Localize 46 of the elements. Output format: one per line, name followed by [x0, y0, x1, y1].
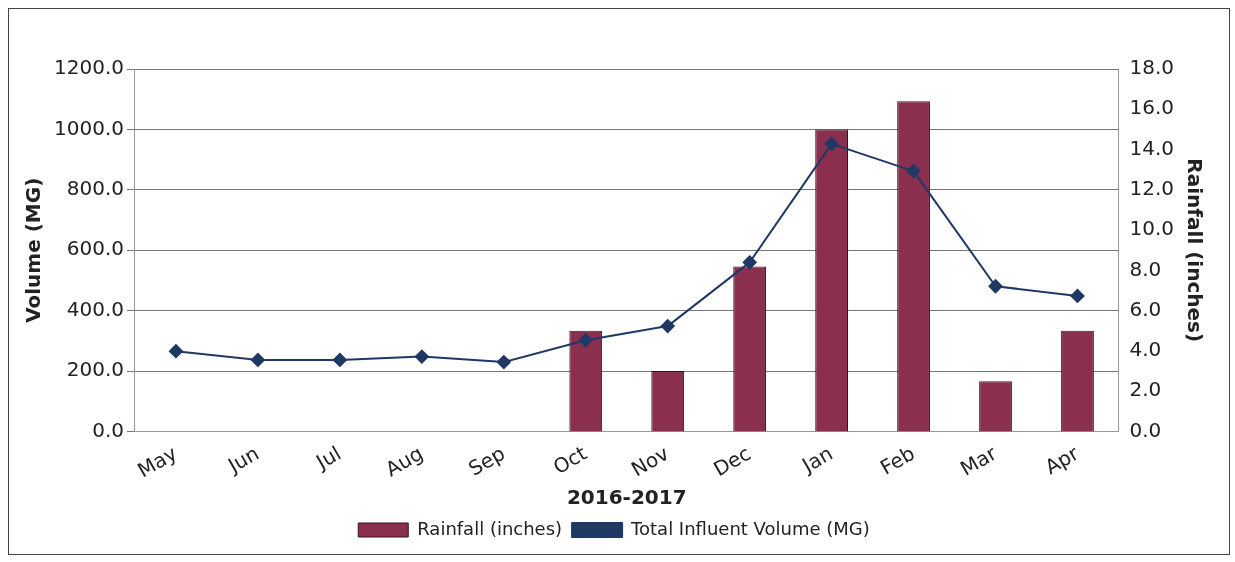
- y-tick-label: 800.0: [66, 176, 124, 201]
- x-tick-label: Apr: [1040, 440, 1084, 480]
- y-axis-title: Volume (MG): [21, 177, 46, 323]
- x-tick-label: Feb: [876, 440, 919, 480]
- y-tick-label: 400.0: [66, 296, 124, 321]
- point: [660, 319, 675, 334]
- y-tick-label: 600.0: [66, 236, 124, 261]
- point: [578, 333, 593, 348]
- legend-label: Rainfall (inches): [417, 517, 563, 539]
- point: [824, 136, 839, 151]
- x-tick-label: Oct: [548, 440, 591, 480]
- y-tick-label: 1200.0: [54, 55, 124, 80]
- x-tick-label: May: [133, 440, 182, 483]
- y-tick-label: 200.0: [66, 357, 124, 382]
- y2-tick-label: 16.0: [1129, 95, 1174, 120]
- point: [906, 164, 921, 179]
- y2-tick-label: 4.0: [1129, 337, 1162, 362]
- legend-label: Total Influent Volume (MG): [630, 517, 870, 539]
- point: [496, 355, 511, 370]
- x-tick-label: Mar: [955, 440, 1002, 481]
- y2-tick-label: 6.0: [1129, 296, 1162, 321]
- y-tick-label: 0.0: [92, 417, 124, 442]
- y2-tick-label: 10.0: [1129, 216, 1174, 241]
- point: [250, 352, 265, 367]
- point: [988, 279, 1003, 294]
- point: [1070, 288, 1085, 303]
- y2-tick-label: 12.0: [1129, 176, 1174, 201]
- y2-tick-label: 14.0: [1129, 135, 1174, 160]
- x-axis-title: 2016-2017: [566, 485, 687, 510]
- point: [742, 255, 757, 270]
- x-tick-label: Nov: [627, 440, 673, 482]
- y2-tick-label: 2.0: [1129, 377, 1162, 402]
- x-tick-label: Jul: [310, 440, 345, 475]
- y2-axis-title: Rainfall (inches): [1182, 158, 1207, 343]
- x-tick-label: Jun: [222, 440, 264, 479]
- x-tick-label: Aug: [381, 440, 427, 482]
- x-tick-label: Dec: [709, 440, 755, 482]
- y2-tick-label: 8.0: [1129, 256, 1162, 281]
- x-tick-label: Jan: [796, 440, 837, 479]
- point: [414, 349, 429, 364]
- y2-tick-label: 18.0: [1129, 55, 1174, 80]
- y-tick-label: 1000.0: [54, 115, 124, 140]
- point: [332, 352, 347, 367]
- x-tick-label: Sep: [464, 440, 509, 481]
- point: [168, 344, 183, 359]
- y2-tick-label: 0.0: [1129, 417, 1162, 442]
